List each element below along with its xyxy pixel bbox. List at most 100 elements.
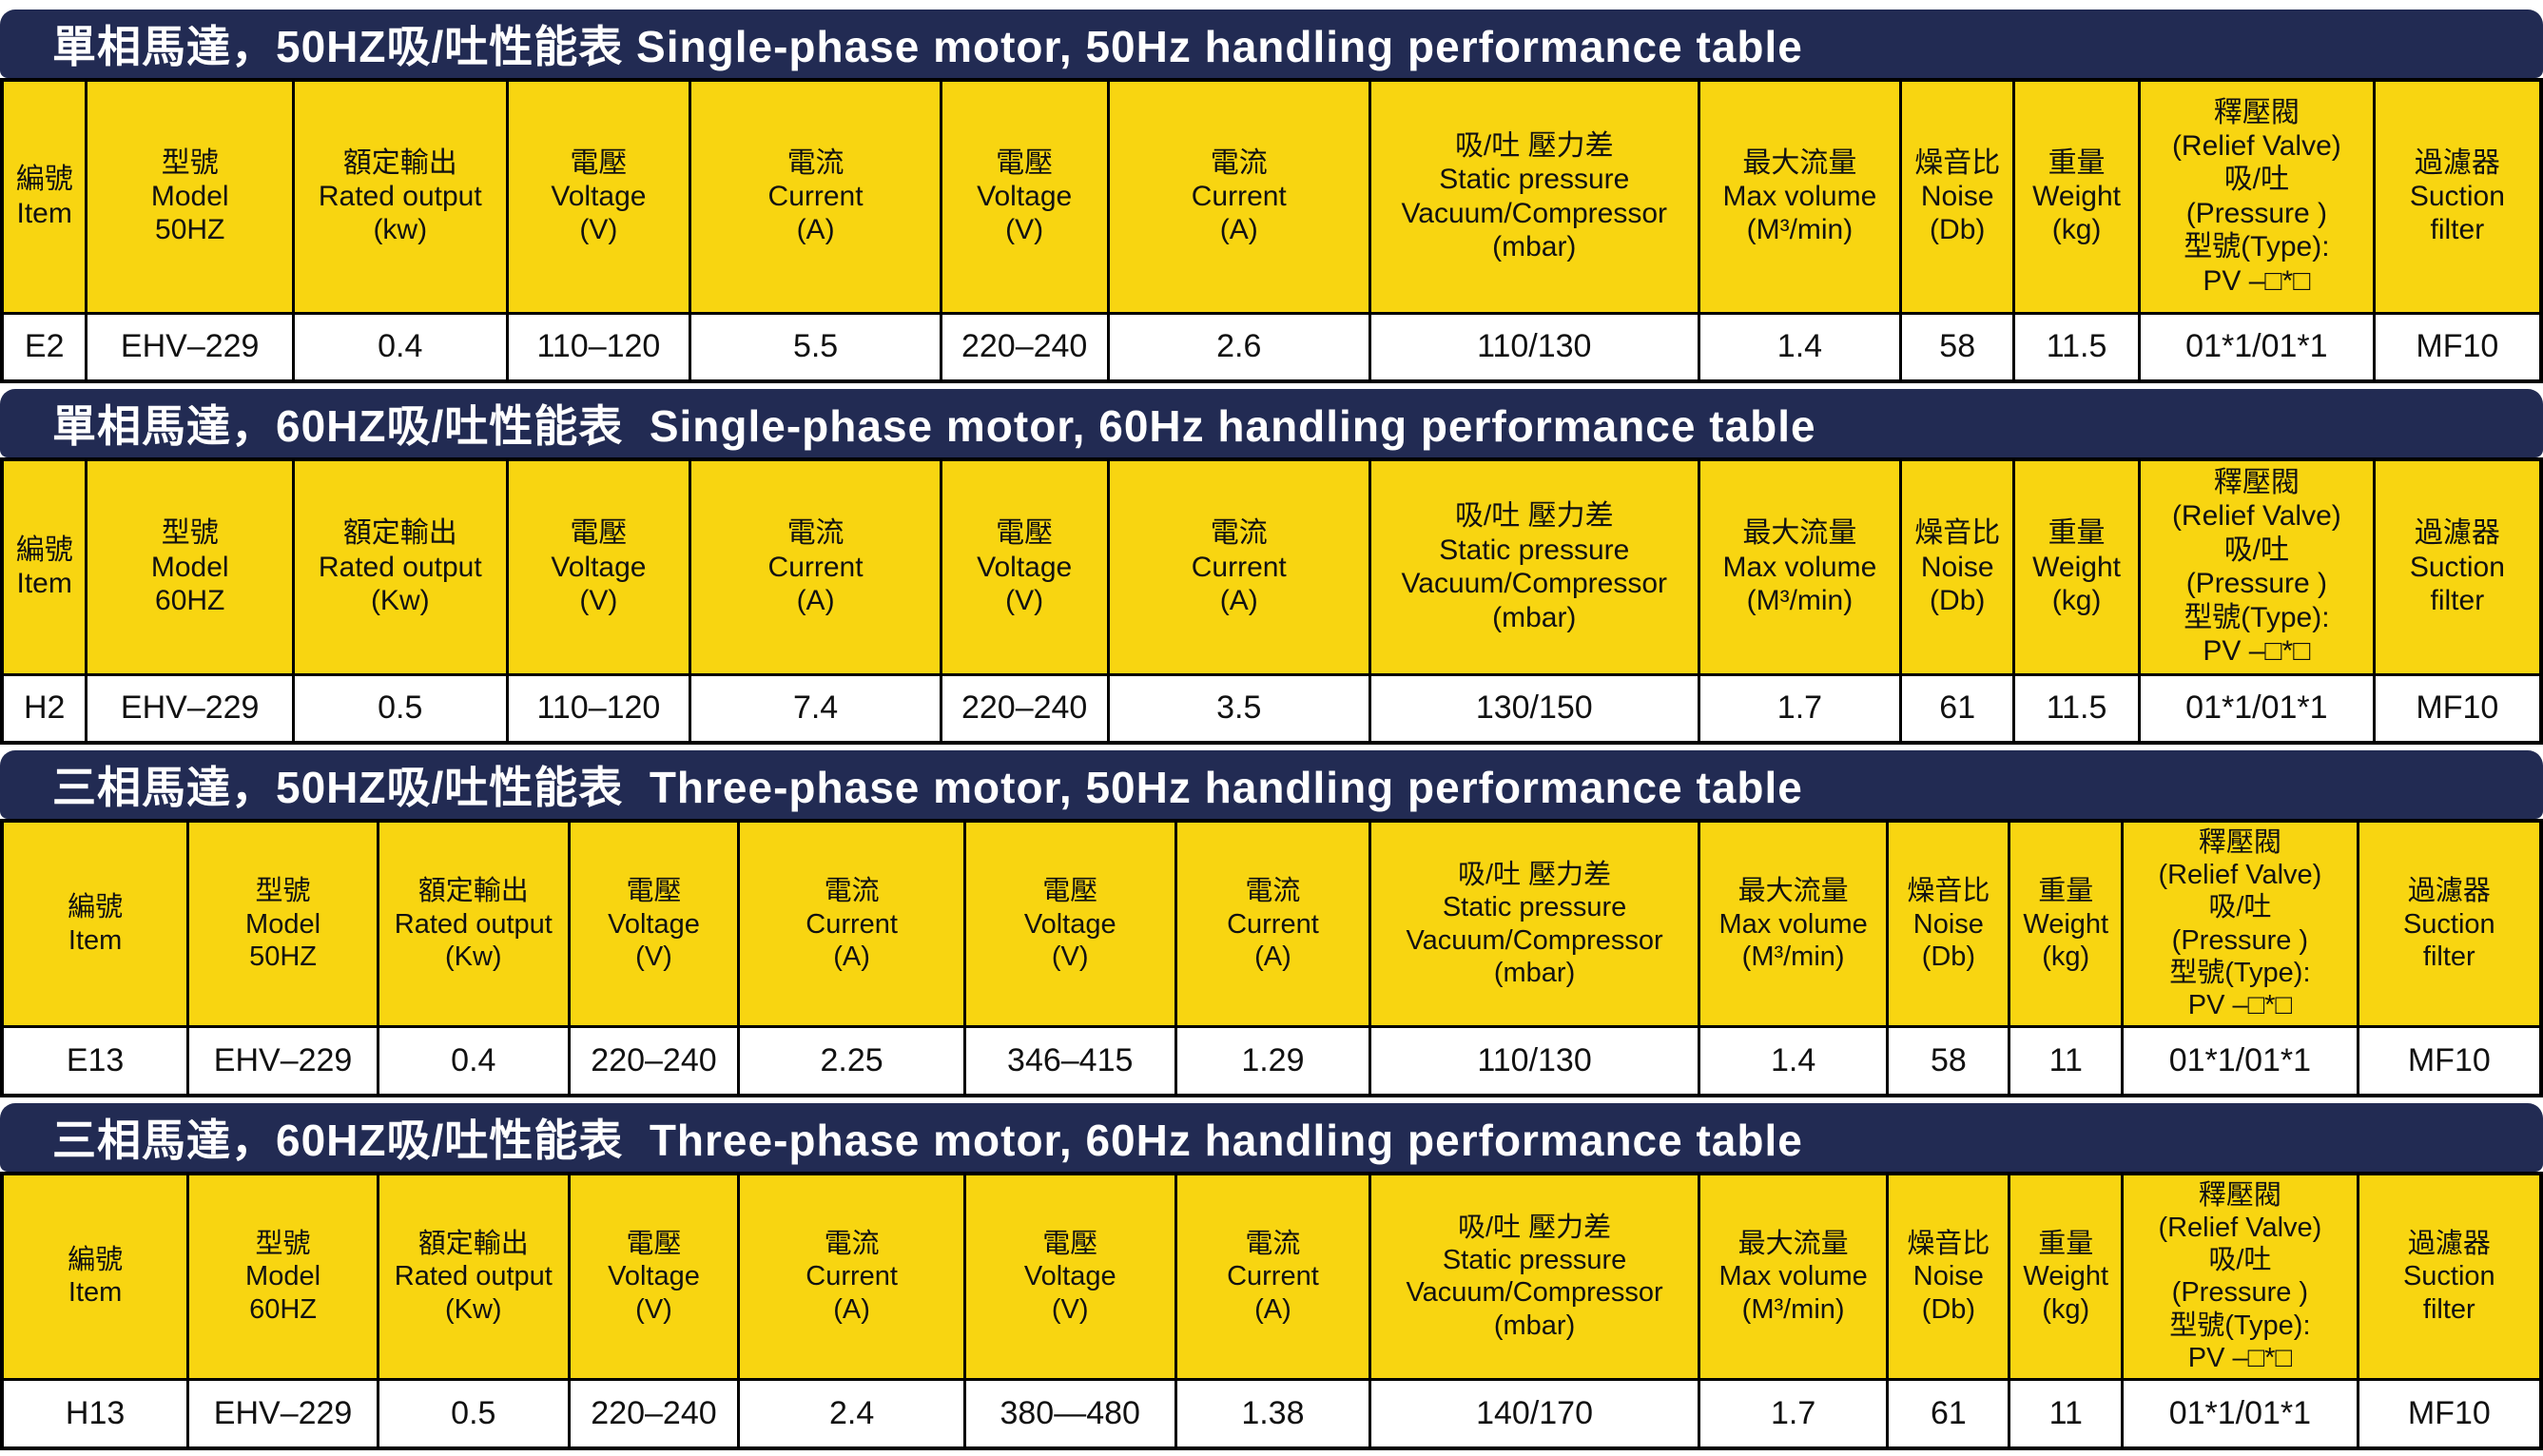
column-header: 過濾器 Suction filter <box>2356 1172 2543 1382</box>
data-cell: EHV–229 <box>85 672 295 745</box>
table-title-bar: 三相馬達，60HZ吸/吐性能表 Three-phase motor, 60Hz … <box>0 1102 2543 1172</box>
column-header: 最大流量 Max volume (M³/min) <box>1697 457 1903 676</box>
data-cell: 110–120 <box>505 672 692 745</box>
data-cell: 01*1/01*1 <box>2138 672 2376 745</box>
table-single-phase-50hz: 單相馬達，50HZ吸/吐性能表 Single-phase motor, 50Hz… <box>0 10 2543 383</box>
column-header: 吸/吐 壓力差 Static pressure Vacuum/Compresso… <box>1369 1172 1700 1382</box>
column-header: 過濾器 Suction filter <box>2372 457 2543 676</box>
column-header: 釋壓閥 (Relief Valve) 吸/吐 (Pressure ) 型號(Ty… <box>2121 1172 2359 1382</box>
data-cell: H13 <box>0 1378 190 1450</box>
data-cell: EHV–229 <box>85 311 295 383</box>
column-header: 重量 Weight (kg) <box>2012 457 2142 676</box>
data-cell: E13 <box>0 1025 190 1097</box>
data-cell: EHV–229 <box>186 1025 379 1097</box>
header-row: 編號 Item 型號 Model 50HZ 額定輸出 Rated output (K… <box>0 819 2543 1029</box>
column-header: 電壓 Voltage (V) <box>505 78 692 315</box>
data-cell: 346–415 <box>962 1025 1177 1097</box>
data-cell: 11 <box>2008 1025 2125 1097</box>
data-cell: 1.4 <box>1697 1025 1890 1097</box>
column-header: 電壓 Voltage (V) <box>567 1172 741 1382</box>
spec-table: 編號 Item 型號 Model 60HZ 額定輸出 Rated output (K… <box>0 457 2543 745</box>
data-cell: 2.4 <box>737 1378 966 1450</box>
data-cell: 110–120 <box>505 311 692 383</box>
column-header: 燥音比 Noise (Db) <box>1886 819 2011 1029</box>
data-cell: 0.5 <box>292 672 509 745</box>
data-cell: EHV–229 <box>186 1378 379 1450</box>
column-header: 過濾器 Suction filter <box>2356 819 2543 1029</box>
spec-table: 編號 Item 型號 Model 50HZ 額定輸出 Rated output (k… <box>0 78 2543 383</box>
column-header: 重量 Weight (kg) <box>2012 78 2142 315</box>
data-cell: 380—480 <box>962 1378 1177 1450</box>
data-cell: 58 <box>1899 311 2016 383</box>
table-title-bar: 單相馬達，50HZ吸/吐性能表 Single-phase motor, 50Hz… <box>0 10 2543 78</box>
column-header: 編號 Item <box>0 819 190 1029</box>
data-cell: 11.5 <box>2012 311 2142 383</box>
column-header: 電流 Current (A) <box>689 78 942 315</box>
column-header: 型號 Model 50HZ <box>85 78 295 315</box>
data-cell: 01*1/01*1 <box>2121 1025 2359 1097</box>
data-cell: 3.5 <box>1106 672 1372 745</box>
data-cell: 220–240 <box>939 672 1110 745</box>
column-header: 重量 Weight (kg) <box>2008 819 2125 1029</box>
data-cell: 1.7 <box>1697 1378 1890 1450</box>
column-header: 額定輸出 Rated output (kw) <box>292 78 509 315</box>
column-header: 電壓 Voltage (V) <box>939 78 1110 315</box>
table-title: 三相馬達，60HZ吸/吐性能表 Three-phase motor, 60Hz … <box>52 1115 1803 1165</box>
table-title-bar: 三相馬達，50HZ吸/吐性能表 Three-phase motor, 50Hz … <box>0 750 2543 819</box>
column-header: 編號 Item <box>0 1172 190 1382</box>
data-cell: 220–240 <box>939 311 1110 383</box>
data-cell: MF10 <box>2356 1378 2543 1450</box>
column-header: 額定輸出 Rated output (Kw) <box>292 457 509 676</box>
column-header: 燥音比 Noise (Db) <box>1886 1172 2011 1382</box>
data-cell: 58 <box>1886 1025 2011 1097</box>
header-row: 編號 Item 型號 Model 60HZ 額定輸出 Rated output (K… <box>0 457 2543 676</box>
data-cell: MF10 <box>2356 1025 2543 1097</box>
header-row: 編號 Item 型號 Model 60HZ 額定輸出 Rated output (K… <box>0 1172 2543 1382</box>
column-header: 電壓 Voltage (V) <box>567 819 741 1029</box>
column-header: 最大流量 Max volume (M³/min) <box>1697 78 1903 315</box>
column-header: 額定輸出 Rated output (Kw) <box>376 1172 571 1382</box>
data-cell: 110/130 <box>1369 1025 1700 1097</box>
data-cell: 1.29 <box>1174 1025 1372 1097</box>
data-cell: 61 <box>1886 1378 2011 1450</box>
column-header: 電流 Current (A) <box>1174 819 1372 1029</box>
column-header: 電壓 Voltage (V) <box>939 457 1110 676</box>
column-header: 吸/吐 壓力差 Static pressure Vacuum/Compresso… <box>1369 819 1700 1029</box>
column-header: 型號 Model 60HZ <box>186 1172 379 1382</box>
column-header: 額定輸出 Rated output (Kw) <box>376 819 571 1029</box>
data-cell: 220–240 <box>567 1025 741 1097</box>
data-cell: 5.5 <box>689 311 942 383</box>
data-cell: 0.5 <box>376 1378 571 1450</box>
data-cell: MF10 <box>2372 672 2543 745</box>
column-header: 型號 Model 60HZ <box>85 457 295 676</box>
column-header: 最大流量 Max volume (M³/min) <box>1697 1172 1890 1382</box>
data-cell: 11 <box>2008 1378 2125 1450</box>
data-cell: 110/130 <box>1369 311 1700 383</box>
data-cell: 2.6 <box>1106 311 1372 383</box>
column-header: 電流 Current (A) <box>737 1172 966 1382</box>
data-cell: 61 <box>1899 672 2016 745</box>
data-cell: 01*1/01*1 <box>2121 1378 2359 1450</box>
data-cell: 130/150 <box>1369 672 1700 745</box>
column-header: 電壓 Voltage (V) <box>505 457 692 676</box>
table-three-phase-50hz: 三相馬達，50HZ吸/吐性能表 Three-phase motor, 50Hz … <box>0 750 2543 1097</box>
table-title: 單相馬達，60HZ吸/吐性能表 Single-phase motor, 60Hz… <box>52 401 1816 451</box>
column-header: 燥音比 Noise (Db) <box>1899 78 2016 315</box>
header-row: 編號 Item 型號 Model 50HZ 額定輸出 Rated output (k… <box>0 78 2543 315</box>
column-header: 電流 Current (A) <box>689 457 942 676</box>
column-header: 最大流量 Max volume (M³/min) <box>1697 819 1890 1029</box>
data-cell: 0.4 <box>376 1025 571 1097</box>
table-three-phase-60hz: 三相馬達，60HZ吸/吐性能表 Three-phase motor, 60Hz … <box>0 1102 2543 1450</box>
table-row: H2 EHV–229 0.5 110–120 7.4 220–240 3.5 130/150 1… <box>0 672 2543 745</box>
data-cell: 140/170 <box>1369 1378 1700 1450</box>
data-cell: 1.38 <box>1174 1378 1372 1450</box>
column-header: 過濾器 Suction filter <box>2372 78 2543 315</box>
column-header: 吸/吐 壓力差 Static pressure Vacuum/Compresso… <box>1369 78 1700 315</box>
column-header: 編號 Item <box>0 457 88 676</box>
table-single-phase-60hz: 單相馬達，60HZ吸/吐性能表 Single-phase motor, 60Hz… <box>0 389 2543 745</box>
column-header: 電流 Current (A) <box>1106 457 1372 676</box>
spec-table: 編號 Item 型號 Model 50HZ 額定輸出 Rated output (K… <box>0 819 2543 1097</box>
column-header: 燥音比 Noise (Db) <box>1899 457 2016 676</box>
column-header: 電壓 Voltage (V) <box>962 819 1177 1029</box>
